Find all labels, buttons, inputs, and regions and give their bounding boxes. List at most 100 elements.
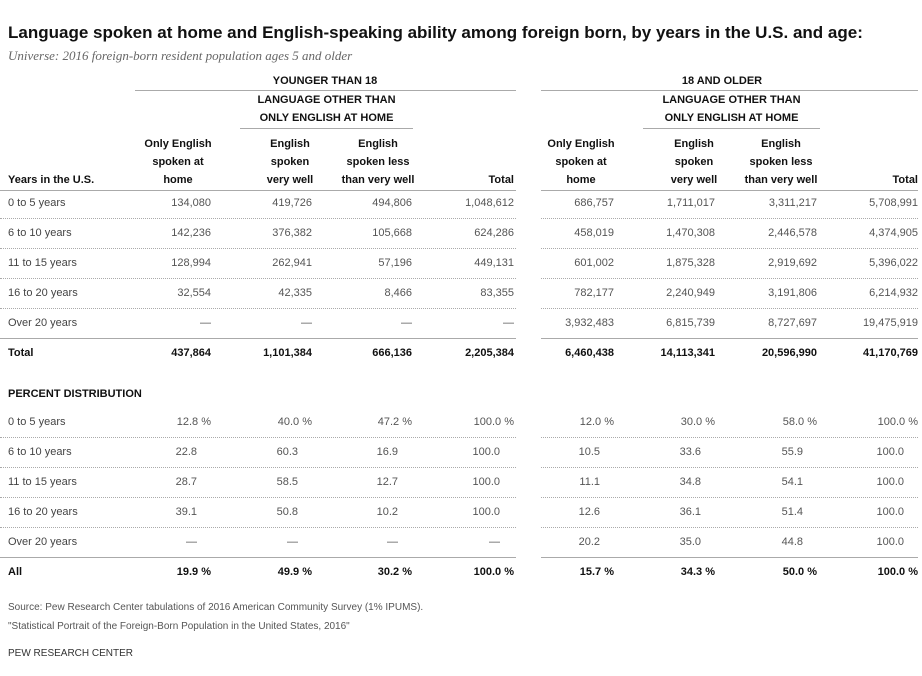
cell: 12.7	[376, 476, 398, 488]
column-header: Total	[892, 174, 918, 186]
row-label: 6 to 10 years	[8, 227, 72, 239]
cell: 10.2	[376, 506, 398, 518]
cell: 33.6	[679, 446, 701, 458]
cell: 5,708,991	[869, 197, 918, 209]
cell: 2,919,692	[768, 257, 817, 269]
cell: 40.0 %	[277, 416, 312, 428]
row-rule	[541, 437, 918, 438]
source: Source: Pew Research Center tabulations …	[8, 602, 424, 613]
row-rule	[541, 467, 918, 468]
subtitle: Universe: 2016 foreign-born resident pop…	[8, 48, 353, 63]
cell: —	[186, 536, 197, 548]
row-rule	[541, 338, 918, 339]
sub-rule	[643, 128, 820, 129]
header-rule	[541, 190, 918, 191]
cell: 100.0	[472, 446, 500, 458]
cell: 14,113,341	[660, 347, 715, 359]
cell: 6,214,932	[869, 287, 918, 299]
cell: 2,446,578	[768, 227, 817, 239]
cell: —	[503, 317, 514, 329]
cell: 12.8 %	[176, 416, 211, 428]
cell: 3,932,483	[565, 317, 614, 329]
sub-rule	[240, 128, 413, 129]
cell: 30.0 %	[680, 416, 715, 428]
group-sublabel: LANGUAGE OTHER THAN ONLY ENGLISH AT HOME	[662, 94, 801, 124]
cell: 19.9 %	[176, 566, 211, 578]
title: Language spoken at home and English-spea…	[8, 23, 863, 42]
cell: 100.0	[472, 476, 500, 488]
cell: 10.5	[578, 446, 600, 458]
cell: 41,170,769	[862, 347, 918, 359]
row-label: 0 to 5 years	[8, 197, 66, 209]
cell: 57,196	[378, 257, 412, 269]
cell: 55.9	[781, 446, 803, 458]
column-header: Only English spoken at home	[144, 138, 212, 186]
cell: 262,941	[272, 257, 312, 269]
cell: 1,048,612	[465, 197, 514, 209]
row-rule	[541, 557, 918, 558]
cell: 15.7 %	[579, 566, 614, 578]
row-rule	[541, 527, 918, 528]
column-header: English spoken less than very well	[341, 138, 415, 186]
column-header: Only English spoken at home	[547, 138, 615, 186]
cell: 3,311,217	[768, 197, 817, 209]
row-rule	[541, 308, 918, 309]
cell: 100.0	[876, 476, 904, 488]
cell: 458,019	[574, 227, 614, 239]
row-rule	[0, 248, 516, 249]
row-rule	[0, 437, 516, 438]
row-rule	[541, 218, 918, 219]
row-rule	[0, 278, 516, 279]
cell: 49.9 %	[277, 566, 312, 578]
section-title: PERCENT DISTRIBUTION	[8, 388, 142, 400]
row-rule	[541, 248, 918, 249]
cell: —	[387, 536, 398, 548]
cell: 2,205,384	[465, 347, 514, 359]
cell: 1,711,017	[666, 197, 715, 209]
column-header: Total	[488, 174, 514, 186]
group-label: YOUNGER THAN 18	[272, 75, 378, 87]
cell: —	[489, 536, 500, 548]
cell: 624,286	[474, 227, 514, 239]
row-rule	[541, 497, 918, 498]
cell: 20,596,990	[761, 347, 817, 359]
cell: 35.0	[679, 536, 701, 548]
cell: 105,668	[372, 227, 412, 239]
cell: 100.0 %	[473, 416, 514, 428]
cell: 2,240,949	[666, 287, 715, 299]
cell: 50.8	[276, 506, 298, 518]
cell: 376,382	[272, 227, 312, 239]
cell: 6,460,438	[565, 347, 614, 359]
cell: 100.0 %	[877, 566, 918, 578]
column-header: English spoken very well	[266, 138, 314, 186]
row-rule	[0, 557, 516, 558]
cell: 134,080	[171, 197, 211, 209]
cell: 39.1	[175, 506, 197, 518]
cell: 51.4	[781, 506, 803, 518]
source: "Statistical Portrait of the Foreign-Bor…	[8, 621, 350, 632]
row-label: Over 20 years	[8, 536, 78, 548]
cell: 601,002	[574, 257, 614, 269]
cell: 100.0 %	[877, 416, 918, 428]
cell: 100.0	[876, 536, 904, 548]
row-rule	[0, 527, 516, 528]
cell: 3,191,806	[768, 287, 817, 299]
cell: 8,727,697	[768, 317, 817, 329]
cell: —	[200, 317, 211, 329]
cell: 494,806	[372, 197, 412, 209]
row-rule	[0, 497, 516, 498]
cell: 100.0	[876, 506, 904, 518]
group-sublabel: LANGUAGE OTHER THAN ONLY ENGLISH AT HOME	[257, 94, 396, 124]
cell: 4,374,905	[869, 227, 918, 239]
cell: 30.2 %	[377, 566, 412, 578]
cell: 100.0	[876, 446, 904, 458]
group-label: 18 AND OLDER	[681, 75, 763, 87]
cell: —	[287, 536, 298, 548]
row-label: 16 to 20 years	[8, 287, 78, 299]
cell: 12.6	[578, 506, 600, 518]
cell: 47.2 %	[377, 416, 412, 428]
cell: 100.0	[472, 506, 500, 518]
cell: 11.1	[579, 476, 600, 488]
cell: 437,864	[171, 347, 211, 359]
